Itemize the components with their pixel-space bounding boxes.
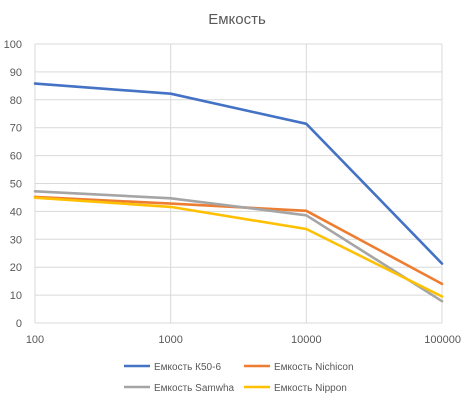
series-lines — [33, 82, 444, 303]
y-tick-label-2: 20 — [10, 262, 22, 274]
y-axis-tick-labels: 0 10 20 30 40 50 60 70 80 90 100 — [4, 39, 22, 330]
y-tick-label-9: 90 — [10, 67, 22, 79]
y-tick-label-10: 100 — [4, 39, 22, 51]
series-line-2 — [33, 190, 444, 303]
x-tick-label-3: 100000 — [424, 334, 461, 346]
chart-title: Емкость — [208, 11, 266, 28]
y-tick-label-4: 40 — [10, 206, 22, 218]
legend: Емкость К50-6 Емкость Nichicon Емкость Sam… — [124, 362, 354, 394]
x-tick-label-1: 1000 — [158, 334, 182, 346]
x-tick-label-0: 100 — [26, 334, 44, 346]
y-tick-label-6: 60 — [10, 151, 22, 163]
legend-label-0: Емкость К50-6 — [154, 362, 221, 373]
y-tick-label-0: 0 — [16, 318, 22, 330]
y-tick-label-1: 10 — [10, 290, 22, 302]
y-tick-label-3: 30 — [10, 234, 22, 246]
x-tick-label-2: 10000 — [291, 334, 322, 346]
legend-label-1: Емкость Nichicon — [274, 362, 354, 373]
x-axis-tick-labels: 100 1000 10000 100000 — [26, 334, 461, 346]
y-tick-label-5: 50 — [10, 179, 22, 191]
series-line-0 — [33, 82, 444, 265]
gridlines — [34, 43, 443, 324]
legend-label-3: Емкость Nippon — [274, 383, 347, 394]
y-tick-label-7: 70 — [10, 123, 22, 135]
y-tick-label-8: 80 — [10, 95, 22, 107]
series-line-1 — [33, 195, 444, 286]
legend-label-2: Емкость Samwha — [154, 383, 235, 394]
series-line-3 — [33, 196, 444, 298]
